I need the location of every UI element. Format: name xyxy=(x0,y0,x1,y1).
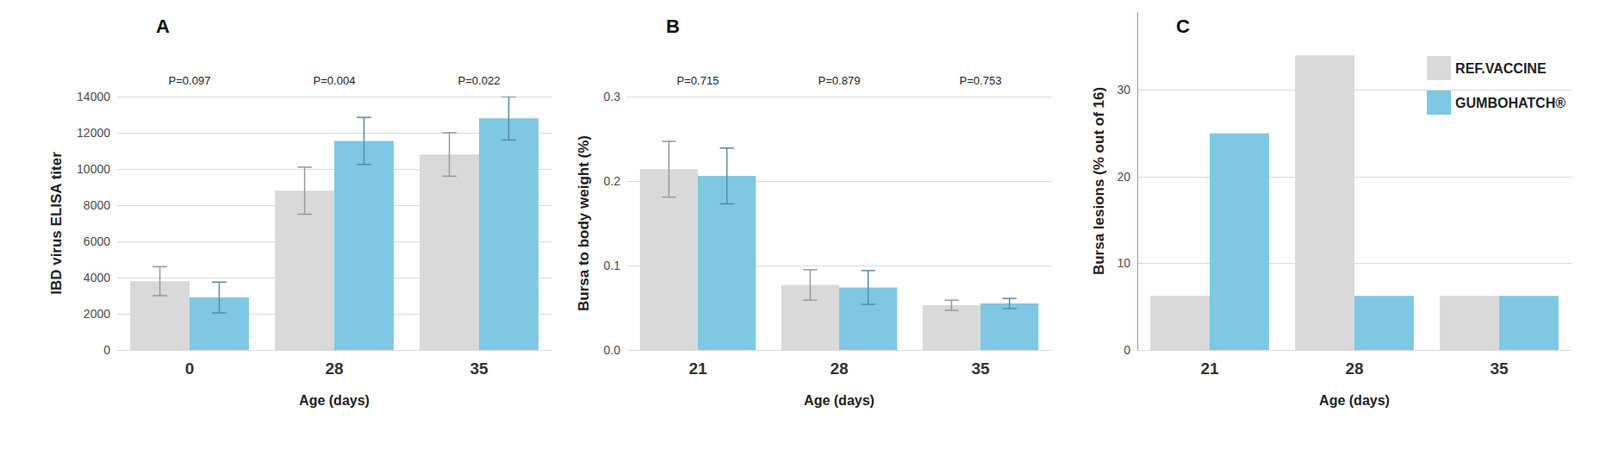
svg-text:28: 28 xyxy=(829,359,848,378)
svg-text:P=0.097: P=0.097 xyxy=(168,74,212,88)
svg-text:0.3: 0.3 xyxy=(603,89,622,104)
svg-text:IBD virus ELISA titer: IBD virus ELISA titer xyxy=(48,151,65,295)
svg-text:B: B xyxy=(666,15,680,38)
svg-text:Age (days): Age (days) xyxy=(803,392,875,408)
svg-text:2000: 2000 xyxy=(83,306,111,321)
svg-text:P=0.022: P=0.022 xyxy=(458,74,501,88)
svg-text:14000: 14000 xyxy=(76,89,111,104)
svg-text:P=0.753: P=0.753 xyxy=(959,74,1003,88)
svg-text:Bursa lesions (% out of 16): Bursa lesions (% out of 16) xyxy=(1090,87,1108,275)
svg-text:0.0: 0.0 xyxy=(603,342,622,357)
svg-text:C: C xyxy=(1176,15,1190,38)
svg-text:12000: 12000 xyxy=(76,125,111,140)
svg-text:A: A xyxy=(155,15,170,38)
svg-text:28: 28 xyxy=(1344,359,1364,378)
svg-text:30: 30 xyxy=(1116,82,1131,97)
svg-text:Bursa to body weight (%): Bursa to body weight (%) xyxy=(575,135,592,312)
svg-text:0: 0 xyxy=(185,359,195,378)
svg-text:8000: 8000 xyxy=(83,198,111,212)
svg-text:28: 28 xyxy=(324,359,343,378)
svg-text:21: 21 xyxy=(1200,359,1220,378)
svg-text:35: 35 xyxy=(1489,359,1509,378)
svg-text:Age (days): Age (days) xyxy=(298,392,370,408)
svg-text:0: 0 xyxy=(1123,342,1131,357)
svg-text:P=0.879: P=0.879 xyxy=(818,74,861,88)
svg-text:6000: 6000 xyxy=(83,234,111,249)
svg-text:4000: 4000 xyxy=(83,270,111,285)
svg-text:21: 21 xyxy=(688,359,708,378)
svg-text:35: 35 xyxy=(971,359,990,378)
svg-text:P=0.004: P=0.004 xyxy=(313,74,356,88)
svg-text:Age (days): Age (days) xyxy=(1319,392,1390,408)
svg-text:20: 20 xyxy=(1116,169,1131,184)
svg-text:REF.VACCINE: REF.VACCINE xyxy=(1455,61,1547,76)
svg-text:0: 0 xyxy=(103,342,111,357)
svg-text:0.2: 0.2 xyxy=(603,174,622,188)
svg-text:GUMBOHATCH®: GUMBOHATCH® xyxy=(1455,95,1566,111)
svg-text:0.1: 0.1 xyxy=(603,258,622,273)
svg-text:35: 35 xyxy=(469,359,489,378)
svg-text:P=0.715: P=0.715 xyxy=(677,74,720,88)
svg-text:10: 10 xyxy=(1116,255,1131,270)
svg-text:10000: 10000 xyxy=(76,161,111,176)
